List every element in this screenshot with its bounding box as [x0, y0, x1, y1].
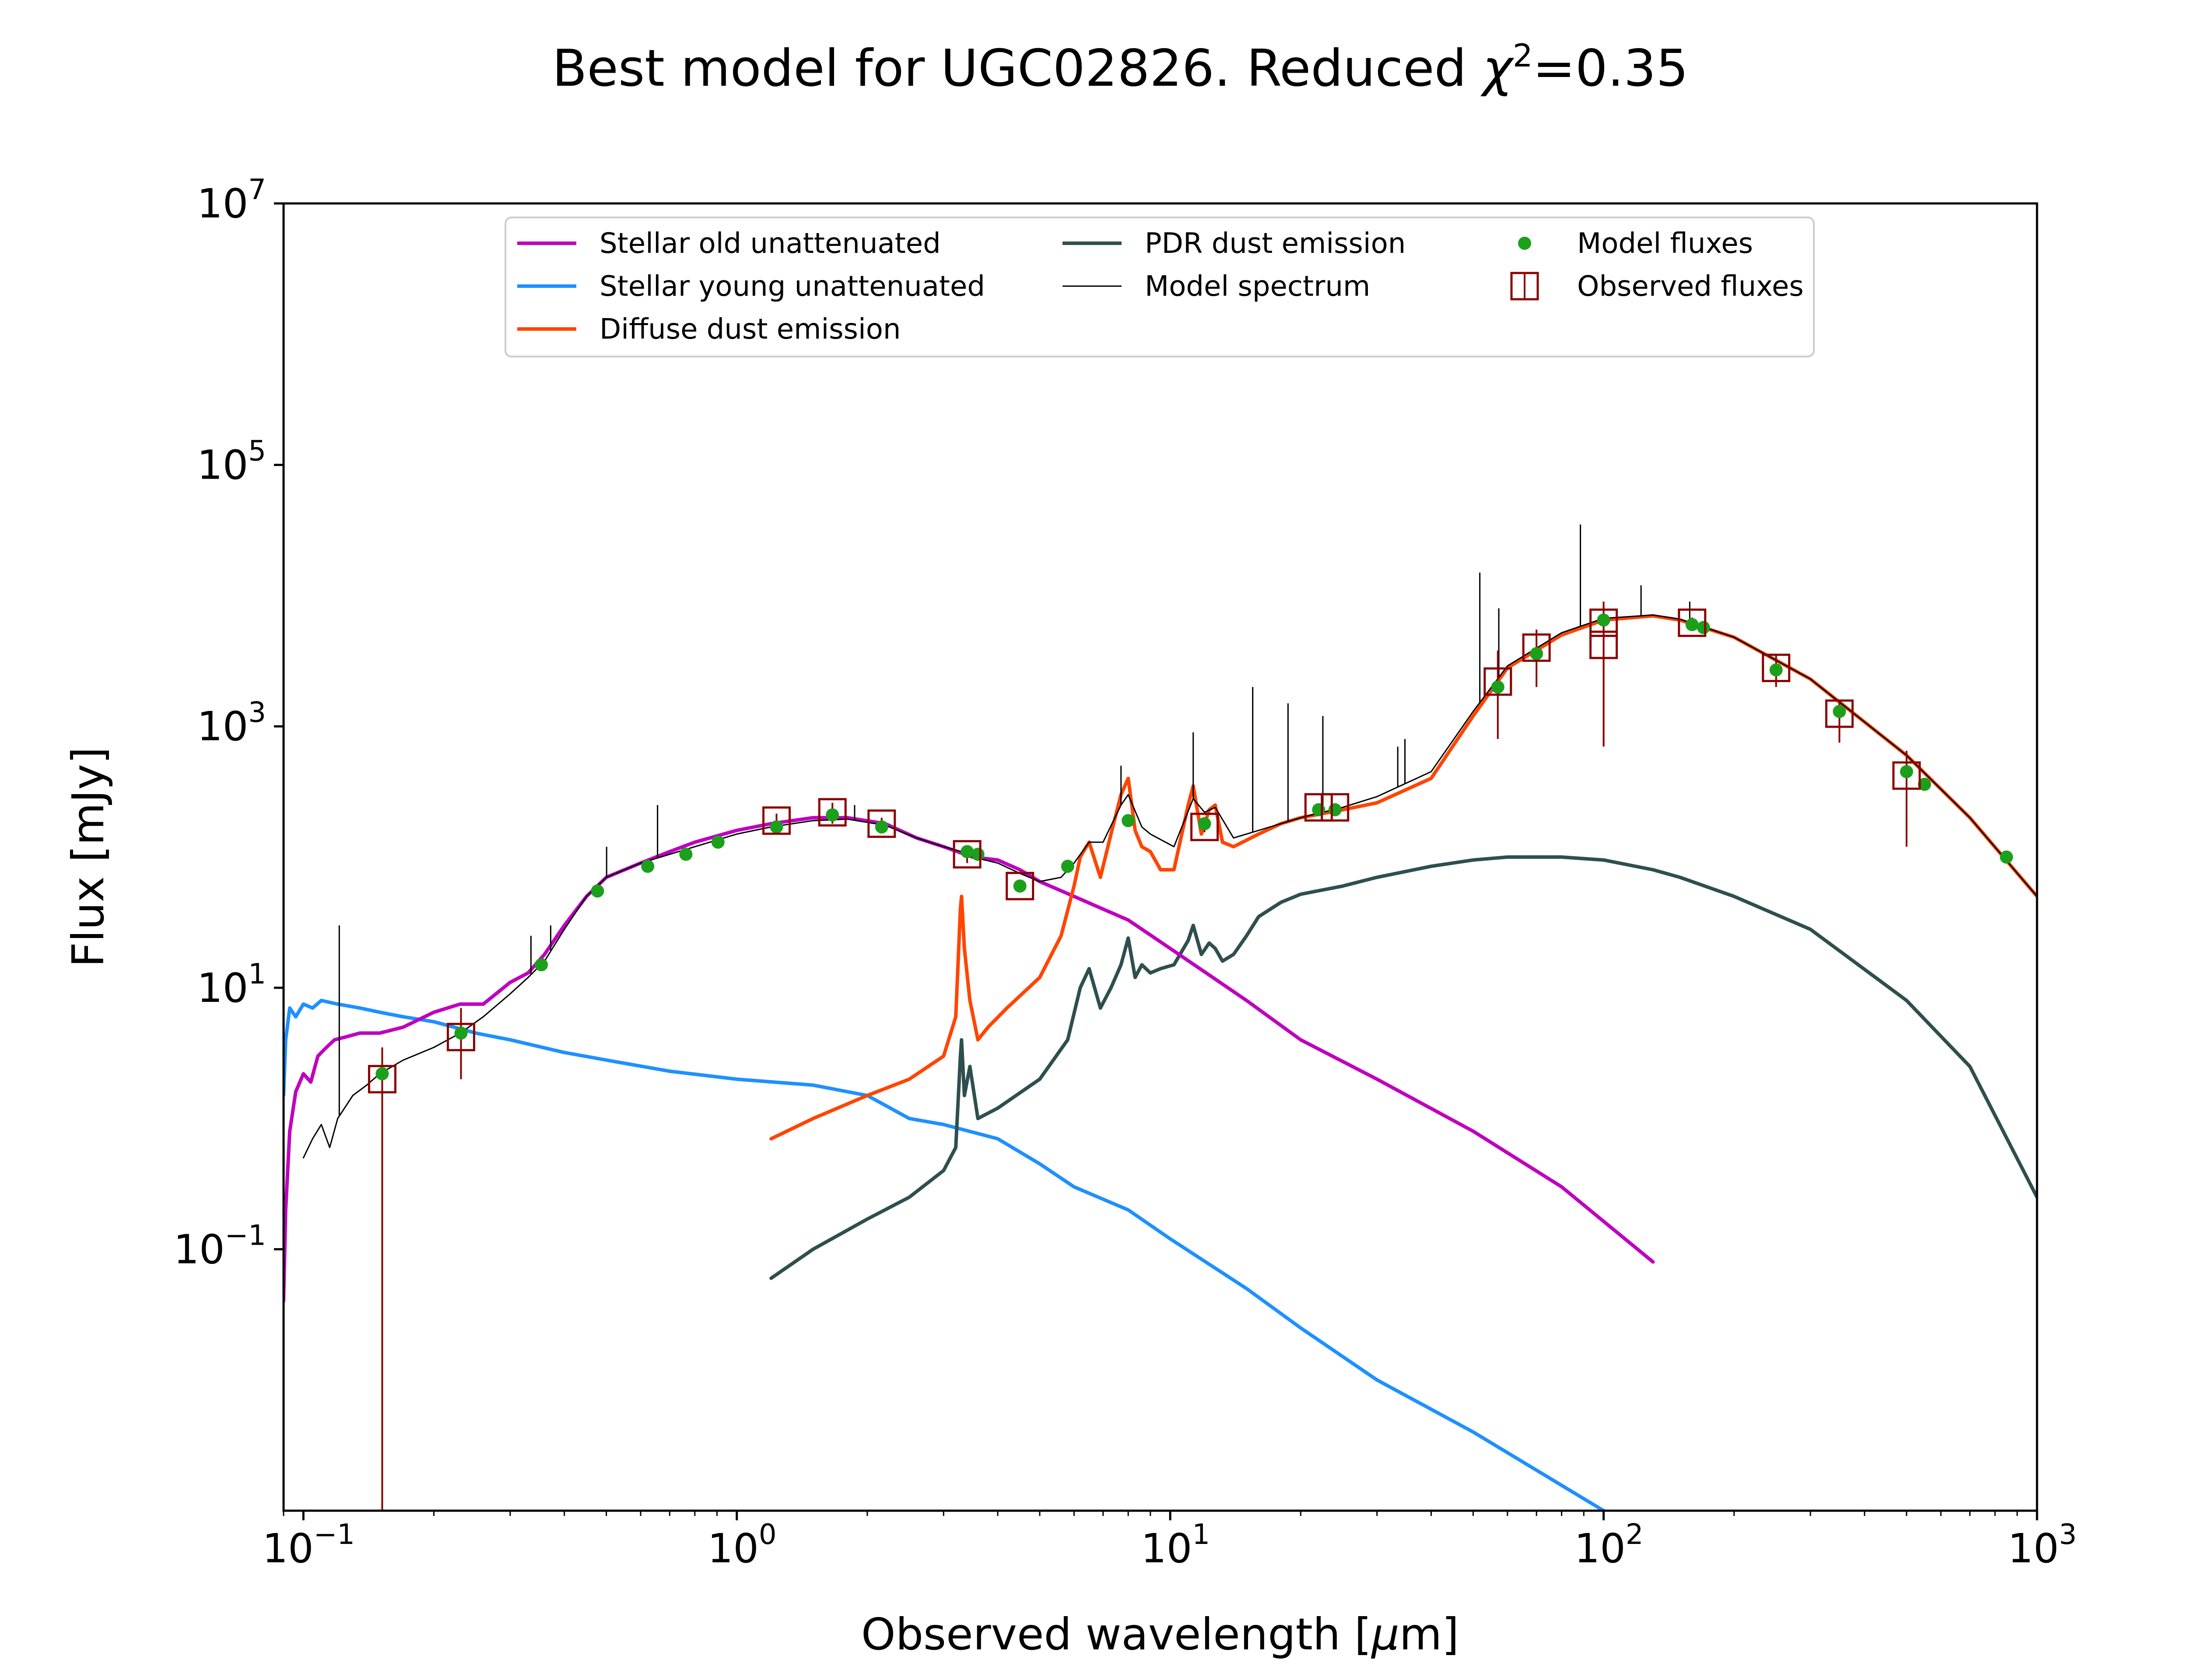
y-axis-ticks: 10−1 101 103 105 107 [174, 174, 284, 1273]
legend: Stellar old unattenuated Stellar young un… [505, 217, 1815, 357]
observed-error-bars [381, 602, 1907, 1511]
plot-frame [282, 202, 2038, 1512]
legend-label: Stellar young unattenuated [600, 270, 985, 303]
model-flux-point [1328, 803, 1342, 816]
legend-label: Model fluxes [1577, 228, 1753, 260]
model-flux-point [641, 860, 655, 873]
observed-flux-marker [1589, 608, 1618, 637]
legend-handle-model-fluxes [1518, 237, 1531, 250]
x-tick-label: 102 [1574, 1519, 1644, 1572]
x-axis-ticks: 10−1 100 101 102 103 [263, 1511, 2077, 1572]
model-flux-point [1769, 663, 1783, 677]
observed-flux-marker [1589, 630, 1618, 659]
observed-flux-marker [1321, 793, 1350, 822]
x-tick-label: 100 [708, 1519, 777, 1572]
x-tick-label: 101 [1141, 1519, 1210, 1572]
model-flux-point [1122, 814, 1135, 827]
x-tick-label: 10−1 [263, 1519, 355, 1572]
model-flux-point [1685, 618, 1699, 631]
model-flux-point [679, 847, 693, 861]
model-flux-point [1900, 765, 1913, 778]
x-axis-label: Observed wavelength [μm] [861, 1609, 1459, 1660]
observed-flux-marker [867, 809, 896, 838]
legend-box [505, 217, 1815, 357]
model-flux-point [591, 884, 604, 898]
model-flux-point [1833, 705, 1846, 718]
observed-flux-marker [762, 806, 791, 835]
model-flux-point [535, 958, 548, 972]
model-flux-point [770, 820, 783, 834]
pdr-dust-line [769, 855, 2037, 1280]
flux-markers [368, 608, 2013, 1094]
observed-flux-marker [1825, 699, 1854, 728]
y-tick-label: 10−1 [174, 1219, 266, 1273]
observed-flux-marker [1762, 654, 1791, 682]
model-flux-point [1697, 621, 1710, 634]
observed-flux-marker [1678, 608, 1707, 637]
y-tick-label: 107 [197, 174, 266, 227]
model-spectrum-line [302, 614, 2037, 1158]
model-flux-point [961, 845, 974, 858]
legend-label: Stellar old unattenuated [600, 228, 941, 260]
observed-flux-marker [1892, 761, 1921, 790]
observed-flux-marker [818, 798, 847, 827]
observed-flux-marker [1483, 667, 1512, 696]
legend-label: PDR dust emission [1145, 228, 1406, 260]
series-curves [284, 524, 2037, 1511]
y-tick-label: 101 [197, 958, 266, 1012]
model-flux-point [1530, 647, 1543, 660]
model-flux-point [1918, 777, 1931, 791]
x-tick-label: 103 [2008, 1519, 2077, 1572]
stellar-old-line [284, 816, 1655, 1303]
observed-flux-marker [953, 840, 982, 869]
model-flux-point [826, 808, 839, 822]
model-flux-point [1198, 817, 1211, 830]
model-flux-point [1061, 860, 1074, 873]
model-flux-point [1013, 879, 1027, 893]
legend-label: Model spectrum [1145, 270, 1370, 303]
diffuse-dust-line [769, 614, 2037, 1141]
model-flux-point [875, 820, 888, 834]
model-flux-point [971, 847, 985, 861]
observed-flux-marker [446, 1022, 475, 1051]
observed-flux-marker [1522, 633, 1551, 662]
model-flux-point [2000, 850, 2013, 864]
observed-flux-marker [1304, 793, 1333, 822]
model-flux-point [1312, 803, 1325, 816]
model-flux-point [1491, 680, 1504, 694]
observed-flux-marker [1190, 812, 1219, 841]
chart-title: Best model for UGC02826. Reduced χ2=0.35 [552, 37, 1688, 98]
stellar-young-line [284, 998, 1606, 1511]
observed-flux-marker [1006, 872, 1034, 900]
model-flux-point [375, 1067, 389, 1081]
legend-label: Observed fluxes [1577, 270, 1804, 303]
model-flux-point [454, 1026, 468, 1040]
y-tick-label: 105 [197, 435, 266, 489]
observed-flux-marker [368, 1065, 396, 1094]
model-flux-point [711, 835, 725, 849]
model-flux-point [1597, 613, 1610, 627]
legend-label: Diffuse dust emission [600, 313, 901, 346]
y-axis-label: Flux [mJy] [63, 747, 114, 967]
y-tick-label: 103 [197, 696, 266, 750]
